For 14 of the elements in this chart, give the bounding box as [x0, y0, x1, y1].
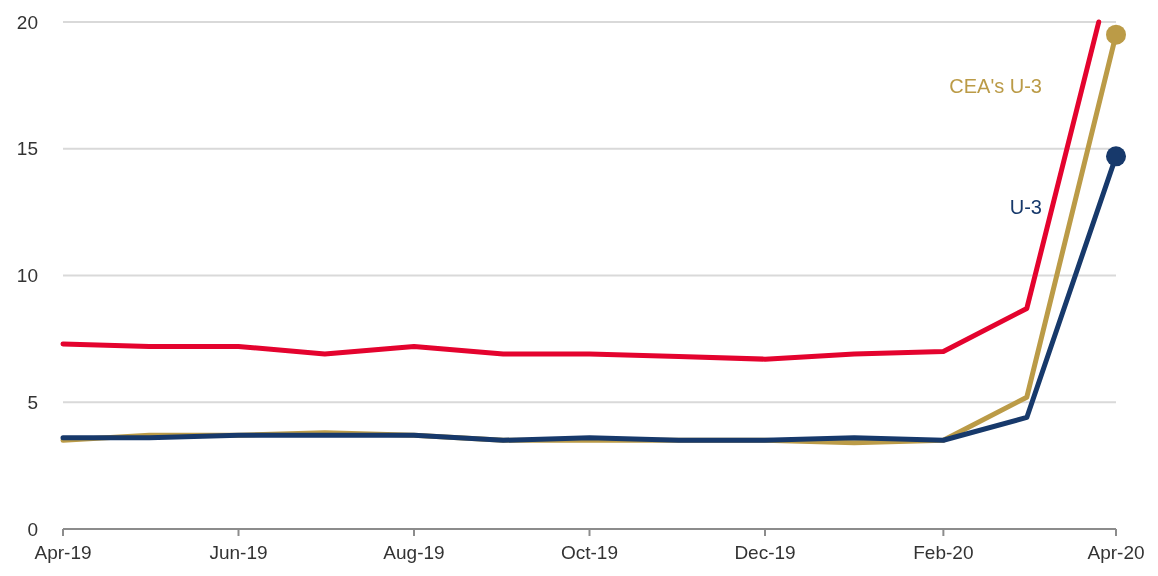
y-tick-label: 15	[16, 138, 38, 160]
x-tick-label: Apr-19	[34, 542, 92, 563]
y-tick-label: 10	[16, 265, 38, 287]
y-tick-label: 5	[27, 391, 38, 413]
x-tick-label: Dec-19	[734, 542, 796, 563]
x-tick-label: Apr-20	[1087, 542, 1145, 563]
x-tick-label: Feb-20	[913, 542, 974, 563]
text: U-3	[1009, 196, 1042, 219]
x-tick-label: Oct-19	[560, 542, 619, 563]
x-tick-label: Aug-19	[383, 542, 445, 563]
text: CEA's U-3	[949, 74, 1042, 97]
y-tick-label: 0	[27, 518, 38, 540]
x-tick-label: Jun-19	[209, 542, 268, 563]
y-tick-label: 20	[16, 11, 38, 33]
